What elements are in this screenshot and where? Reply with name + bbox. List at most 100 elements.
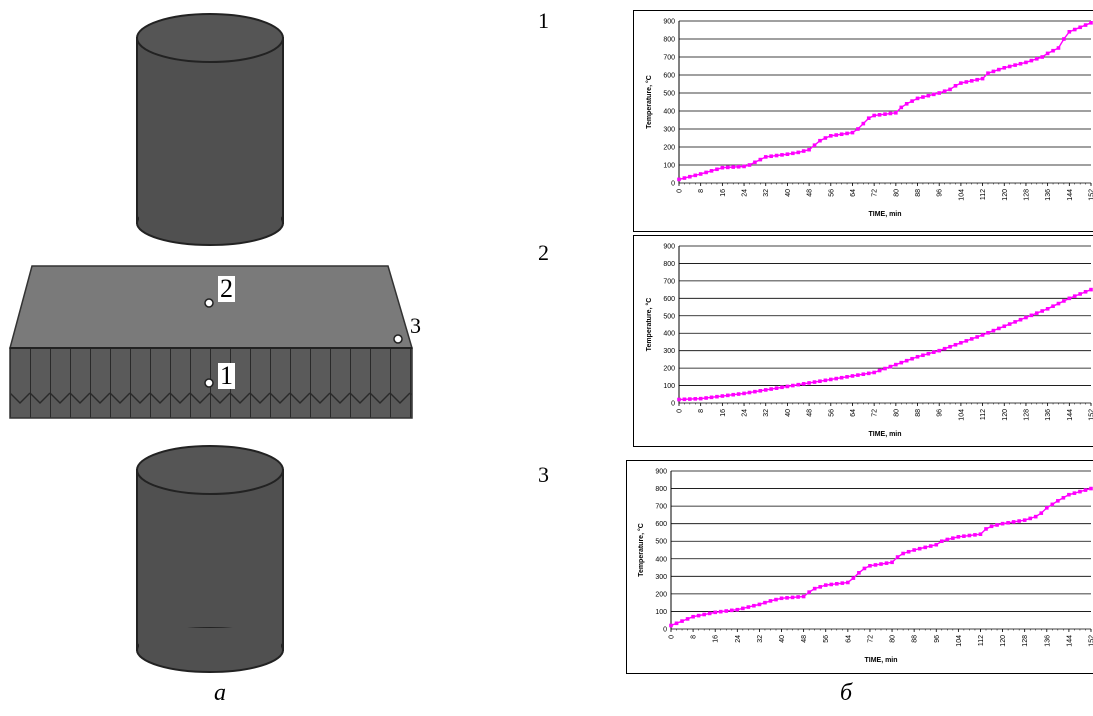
data-point [1030, 314, 1034, 318]
data-point [1089, 288, 1093, 292]
y-tick-label: 900 [663, 244, 675, 251]
data-point [890, 560, 894, 564]
data-point [851, 374, 855, 378]
x-tick-label: 96 [937, 189, 944, 197]
data-point [968, 534, 972, 538]
data-point [1073, 294, 1077, 298]
data-point [813, 587, 817, 591]
measurement-point-2-label: 2 [218, 276, 235, 302]
y-tick-label: 300 [655, 574, 667, 581]
data-point [1001, 522, 1005, 526]
x-tick-label: 64 [845, 635, 852, 643]
data-point [905, 359, 909, 363]
data-point [901, 552, 905, 556]
x-tick-label: 152 [1089, 635, 1093, 647]
data-point [1024, 61, 1028, 65]
temperature-chart-1: 0 100 200 300 400 500 600 700 800 900 0 8 16 24 32 40 48… [633, 10, 1093, 232]
data-point [688, 175, 692, 179]
data-point [937, 349, 941, 353]
data-point [780, 153, 784, 157]
data-point [769, 387, 773, 391]
data-point [1068, 30, 1072, 34]
x-tick-label: 16 [713, 635, 720, 643]
x-tick-label: 96 [937, 409, 944, 417]
x-tick-label: 0 [677, 409, 684, 413]
data-point [704, 171, 708, 175]
data-point [943, 347, 947, 351]
x-tick-label: 40 [785, 409, 792, 417]
x-tick-label: 8 [698, 189, 705, 193]
data-point [845, 132, 849, 136]
data-point [769, 599, 773, 603]
data-point [862, 122, 866, 126]
y-axis-title: Temperature, °C [645, 298, 653, 352]
data-point [824, 379, 828, 383]
data-point [965, 80, 969, 84]
x-tick-label: 88 [915, 409, 922, 417]
data-point [1046, 307, 1050, 311]
data-point [699, 397, 703, 401]
data-point [683, 397, 687, 401]
data-point [1067, 493, 1071, 497]
y-tick-label: 500 [655, 539, 667, 546]
y-tick-label: 200 [663, 366, 675, 373]
data-point [737, 392, 741, 396]
data-point [786, 385, 790, 389]
data-point [1051, 49, 1055, 53]
data-point [992, 70, 996, 74]
data-point [841, 581, 845, 585]
y-tick-label: 600 [663, 73, 675, 80]
data-point [921, 353, 925, 357]
data-point [791, 384, 795, 388]
data-point [970, 337, 974, 341]
x-tick-label: 64 [850, 189, 857, 197]
data-point [883, 112, 887, 116]
data-point [979, 532, 983, 536]
data-point [883, 367, 887, 371]
data-point [680, 619, 684, 623]
data-point [824, 583, 828, 587]
data-point [774, 598, 778, 602]
data-point [954, 84, 958, 88]
data-point [802, 382, 806, 386]
data-point [715, 395, 719, 399]
data-point [1019, 318, 1023, 322]
x-axis-title: TIME, min [868, 431, 901, 438]
data-point [753, 161, 757, 165]
data-point [840, 132, 844, 136]
x-tick-label: 8 [691, 635, 698, 639]
temperature-chart-3: 0 100 200 300 400 500 600 700 800 900 0 8 16 24 32 40 48… [626, 460, 1093, 674]
data-point [730, 609, 734, 613]
x-tick-label: 96 [934, 635, 941, 643]
furnace-illustration [0, 0, 430, 680]
data-point [704, 396, 708, 400]
data-point [986, 71, 990, 75]
data-point [937, 91, 941, 95]
data-point [1030, 59, 1034, 63]
x-tick-label: 136 [1045, 189, 1052, 201]
honeycomb-panel [10, 266, 412, 418]
x-tick-label: 104 [956, 635, 963, 647]
y-tick-label: 100 [663, 383, 675, 390]
x-tick-label: 32 [757, 635, 764, 643]
y-tick-label: 700 [655, 504, 667, 511]
data-point [868, 564, 872, 568]
data-point [775, 386, 779, 390]
x-tick-label: 56 [828, 189, 835, 197]
data-point [954, 343, 958, 347]
data-point [737, 165, 741, 169]
data-point [731, 165, 735, 169]
y-tick-label: 700 [663, 55, 675, 62]
data-point [1039, 511, 1043, 515]
x-tick-label: 8 [698, 409, 705, 413]
x-tick-label: 152 [1089, 189, 1093, 201]
data-point [791, 152, 795, 156]
data-point [1084, 488, 1088, 492]
x-tick-label: 24 [735, 635, 742, 643]
measurement-point-1-label: 1 [218, 363, 235, 389]
data-point [852, 576, 856, 580]
x-tick-label: 136 [1044, 635, 1051, 647]
data-point [1045, 506, 1049, 510]
chart-number-2: 2 [538, 240, 549, 266]
data-point [863, 567, 867, 571]
